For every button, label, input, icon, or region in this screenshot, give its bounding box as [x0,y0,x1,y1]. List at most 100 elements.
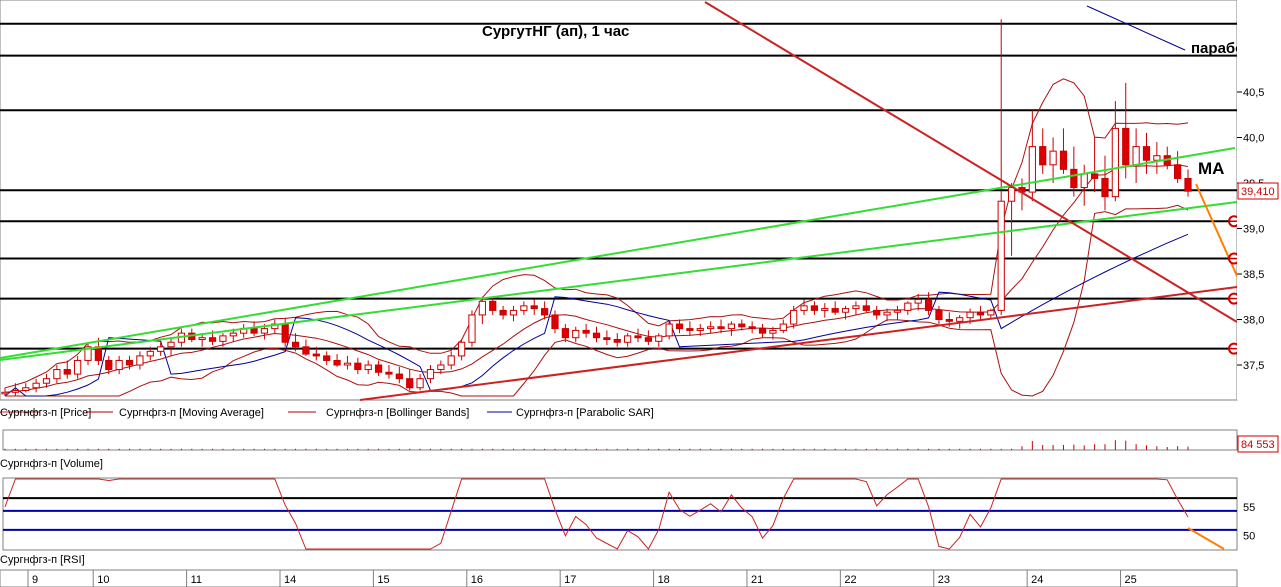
candle [862,305,870,311]
candle [468,314,476,343]
candle [956,317,964,322]
candle [22,387,30,391]
candle [1070,168,1078,189]
candle [74,359,82,375]
trendline-lower-red [359,286,1238,401]
candle [945,319,953,322]
candle [437,364,445,371]
candle [447,355,455,366]
candle [603,337,611,341]
time-axis [0,569,1238,587]
candle [582,329,590,334]
candle [655,335,663,342]
price-tick-label: 37,5 [1243,360,1264,372]
price-legend: Сургнфгз-п [Price] Сургнфгз-п [Moving Av… [0,407,654,419]
candle [696,328,704,331]
price-tick-label: 39,0 [1243,224,1264,236]
day-label: 10 [97,574,109,586]
rsi-tick-label: 55 [1243,502,1255,514]
candle [748,326,756,330]
candle [406,378,414,389]
volume-value-box [1237,435,1279,453]
legend-price: Сургнфгз-п [Price] [0,407,91,419]
candle [395,373,403,380]
candle [1090,173,1099,179]
price-tick-label: 38,0 [1243,315,1264,327]
trendline-lower-green [0,201,1238,361]
candle [644,337,652,342]
candle [105,359,113,371]
candles [1,19,1192,396]
candle [374,364,383,373]
candle [84,346,92,361]
candle [416,378,424,389]
candle [1101,177,1109,198]
candle [997,200,1005,311]
parabolic-sar [4,233,1189,397]
candle [1,391,9,395]
candle [323,355,331,361]
candle [914,298,922,304]
legend-volume: Сургнфгз-п [Volume] [0,458,103,470]
candle [136,355,144,366]
candle [634,335,642,339]
rsi-axis-ticks: 50 55 [1243,502,1255,543]
candle [800,305,808,311]
candle [530,305,538,310]
candle [572,329,580,339]
rsi-tick-label: 50 [1243,531,1255,543]
rsi-path [4,478,1189,550]
candle [1059,150,1068,170]
rsi-panel [2,477,1238,551]
candle [883,311,891,316]
candle [364,364,372,371]
price-axis-ticks: 37,538,038,539,039,540,040,5 [1237,87,1264,372]
volume-bars [4,440,1189,450]
candle [1153,155,1161,161]
candle [1174,164,1182,179]
parabolic-sar-line [4,233,1189,397]
trendline-upper-green [0,147,1236,359]
candle [758,328,767,334]
legend-bollinger: Сургнфгз-п [Bollinger Bands] [326,407,469,419]
candle [520,305,528,311]
price-tick-label: 38,5 [1243,269,1264,281]
candle [987,309,995,316]
candle [157,346,165,352]
day-label: 17 [564,574,576,586]
volume-panel [2,429,1238,451]
candle [291,341,300,348]
candle [94,346,103,361]
candle [841,308,850,313]
candle [457,341,466,357]
candle [333,359,341,366]
candle [509,309,518,316]
candle [281,323,289,343]
candle [499,309,507,316]
legend-sar: Сургнфгз-п [Parabolic SAR] [516,407,654,419]
candle [250,328,258,334]
candle [11,389,19,393]
day-label: 21 [751,574,763,586]
candle [551,314,559,330]
candle [821,308,829,311]
candle [1132,146,1140,166]
candle [146,350,154,357]
candle [779,323,787,331]
candle [167,341,175,348]
day-label: 25 [1125,574,1137,586]
price-tick-label: 40,0 [1243,133,1264,145]
candle [354,362,362,371]
candle [541,308,549,316]
bollinger-upper [4,78,1189,389]
candle [904,302,912,311]
day-label: 9 [32,574,38,586]
price-axis [1237,0,1281,400]
last-price-label: 39,410 [1241,186,1275,198]
rsi-forecast-arrow [1187,527,1225,550]
candle [478,300,486,316]
candle [219,335,227,342]
bollinger-bands [4,78,1189,397]
candle [208,337,217,342]
